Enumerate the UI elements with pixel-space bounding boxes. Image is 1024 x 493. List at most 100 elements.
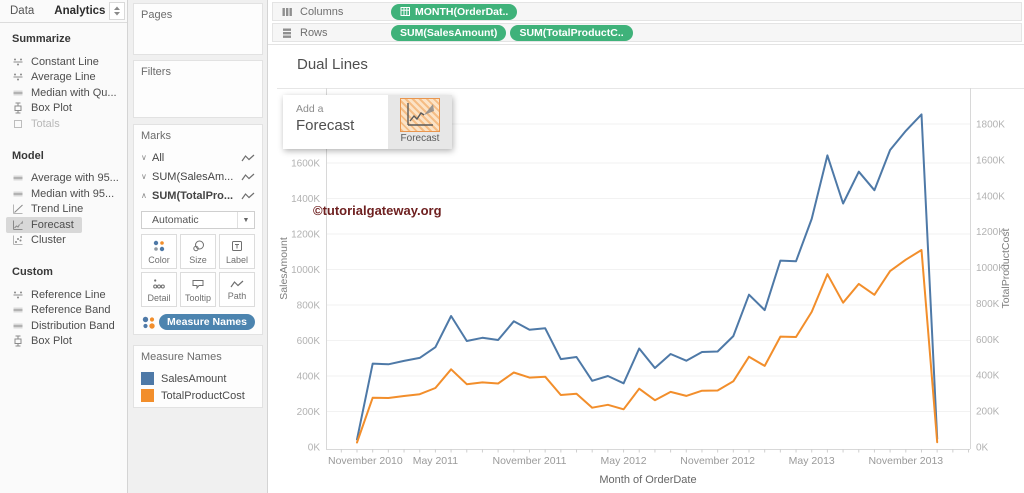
sidebar-item-reference-line[interactable]: Reference Line — [6, 287, 114, 303]
right-tick-label: 1600K — [976, 155, 1005, 166]
mark-button-label: Tooltip — [184, 292, 211, 303]
detail-button[interactable]: Detail — [141, 272, 177, 307]
right-tick-label: 600K — [976, 335, 1000, 346]
updown-arrows-icon — [113, 6, 121, 16]
date-grid-icon — [400, 6, 411, 17]
tooltip-button[interactable]: Tooltip — [180, 272, 216, 307]
sidebar-item-label: Distribution Band — [31, 319, 115, 332]
sidebar-item-box-plot[interactable]: Box Plot — [6, 101, 80, 117]
marks-row-sum-totalpro[interactable]: ∧ SUM(TotalPro... — [134, 186, 262, 205]
pane-toggle-button[interactable] — [109, 2, 125, 20]
columns-icon — [281, 6, 293, 18]
mark-buttons: Color Size Label Detail Tooltip Path — [141, 234, 255, 307]
drag-tooltip-icon-box: Forecast — [388, 95, 452, 149]
legend-entry-salesamount[interactable]: SalesAmount — [134, 370, 262, 387]
sidebar-item-constant-line[interactable]: Constant Line — [6, 54, 107, 70]
pane-tabs: Data Analytics — [0, 0, 127, 23]
drag-tooltip-text: Add a Forecast — [283, 95, 388, 149]
measure-names-legend-card[interactable]: Measure Names SalesAmount TotalProductCos… — [133, 345, 263, 408]
sidebar-item-label: Box Plot — [31, 335, 72, 348]
label-button[interactable]: Label — [219, 234, 255, 269]
sidebar-item-label: Trend Line — [31, 203, 84, 216]
line-mark-icon — [241, 191, 255, 201]
trend-line-icon — [12, 203, 24, 215]
rows-icon — [281, 27, 293, 39]
filters-card[interactable]: Filters — [133, 60, 263, 118]
right-tick-label: 200K — [976, 407, 1000, 418]
box-plot-icon — [12, 102, 24, 114]
marks-card[interactable]: Marks ∨ All ∨ SUM(SalesAm... ∧ SUM(TotalPro..… — [133, 124, 263, 335]
forecast-drag-tooltip: Add a Forecast Forecast — [283, 95, 452, 149]
legend-entry-label: SalesAmount — [161, 372, 227, 385]
left-tick-label: 1000K — [291, 265, 320, 276]
sidebar-item-box-plot[interactable]: Box Plot — [6, 334, 80, 350]
legend-entry-label: TotalProductCost — [161, 389, 245, 402]
mark-type-dropdown[interactable]: Automatic ▼ — [141, 211, 255, 229]
sidebar-item-totals[interactable]: Totals — [6, 116, 68, 132]
pill-sum-salesamount[interactable]: SUM(SalesAmount) — [391, 24, 507, 41]
average-ci-icon — [12, 172, 24, 184]
right-tick-label: 1200K — [976, 227, 1005, 238]
legend-swatch — [141, 389, 154, 402]
marks-row-all[interactable]: ∨ All — [134, 148, 262, 167]
sidebar-item-average-line[interactable]: Average Line — [6, 70, 104, 86]
pill-label: SUM(SalesAmount) — [400, 26, 498, 39]
color-legend-icon — [141, 315, 156, 330]
left-tick-label: 1600K — [291, 159, 320, 170]
chevron-down-icon[interactable]: ∨ — [141, 153, 147, 162]
sidebar-item-cluster[interactable]: Cluster — [6, 233, 74, 249]
marks-row-sum-salesam[interactable]: ∨ SUM(SalesAm... — [134, 167, 262, 186]
right-tick-label: 0K — [976, 443, 989, 454]
path-button[interactable]: Path — [219, 272, 255, 307]
legend-entries: SalesAmount TotalProductCost — [134, 370, 262, 404]
left-axis-title: SalesAmount — [278, 237, 290, 300]
size-button[interactable]: Size — [180, 234, 216, 269]
sidebar-item-forecast[interactable]: Forecast — [6, 217, 82, 233]
measure-names-pill[interactable]: Measure Names — [159, 314, 255, 330]
right-tick-label: 400K — [976, 371, 1000, 382]
sidebar-sections: Summarize Constant Line Average Line Median… — [0, 23, 127, 349]
constant-line-icon — [12, 56, 24, 68]
sidebar-item-label: Reference Band — [31, 304, 111, 317]
tooltip-icon — [191, 277, 205, 291]
legend-swatch — [141, 372, 154, 385]
sidebar-item-trend-line[interactable]: Trend Line — [6, 202, 91, 218]
columns-shelf[interactable]: Columns MONTH(OrderDat.. — [272, 2, 1022, 21]
sheet-title: Dual Lines — [297, 56, 368, 73]
rows-pills: SUM(SalesAmount) SUM(TotalProductC.. — [391, 24, 633, 41]
box-plot-icon — [12, 335, 24, 347]
reference-band-icon — [12, 304, 24, 316]
sidebar-item-average-with-95[interactable]: Average with 95... — [6, 171, 127, 187]
chevron-down-icon[interactable]: ∨ — [141, 172, 147, 181]
distribution-band-icon — [12, 320, 24, 332]
forecast-drag-icon — [400, 98, 440, 132]
line-mark-icon — [241, 172, 255, 182]
x-tick-label: May 2013 — [789, 455, 835, 467]
pages-card[interactable]: Pages — [133, 3, 263, 55]
x-tick-label: November 2013 — [868, 455, 943, 467]
legend-title: Measure Names — [141, 351, 222, 363]
sidebar-item-distribution-band[interactable]: Distribution Band — [6, 318, 123, 334]
mark-button-label: Size — [189, 254, 207, 265]
pill-month-orderdat[interactable]: MONTH(OrderDat.. — [391, 3, 518, 20]
tab-analytics[interactable]: Analytics — [54, 5, 106, 17]
dual-lines-chart[interactable]: 0K 200K 400K 600K 800K 1000K 1200K 1400K 1600K 0K… — [268, 44, 1024, 493]
sidebar-section-title: Custom — [12, 266, 53, 278]
legend-entry-totalproductcost[interactable]: TotalProductCost — [134, 387, 262, 404]
marks-rows: ∨ All ∨ SUM(SalesAm... ∧ SUM(TotalPro... — [134, 148, 262, 205]
left-tick-label: 1400K — [291, 194, 320, 205]
dropdown-arrow-icon[interactable]: ▼ — [237, 212, 254, 228]
sidebar-item-median-with-95[interactable]: Median with 95... — [6, 186, 122, 202]
sidebar-item-median-with-qu[interactable]: Median with Qu... — [6, 85, 125, 101]
color-button[interactable]: Color — [141, 234, 177, 269]
drag-tooltip-caption: Forecast — [400, 133, 440, 144]
marks-row-label: All — [152, 151, 165, 164]
chevron-up-icon[interactable]: ∧ — [141, 191, 147, 200]
pill-sum-totalproductc[interactable]: SUM(TotalProductC.. — [510, 24, 633, 41]
rows-shelf[interactable]: Rows SUM(SalesAmount) SUM(TotalProductC.. — [272, 23, 1022, 42]
median-ci-icon — [12, 188, 24, 200]
sidebar-item-reference-band[interactable]: Reference Band — [6, 303, 119, 319]
series-salesamount — [356, 113, 939, 441]
line-mark-icon — [241, 153, 255, 163]
tab-data[interactable]: Data — [10, 5, 35, 17]
